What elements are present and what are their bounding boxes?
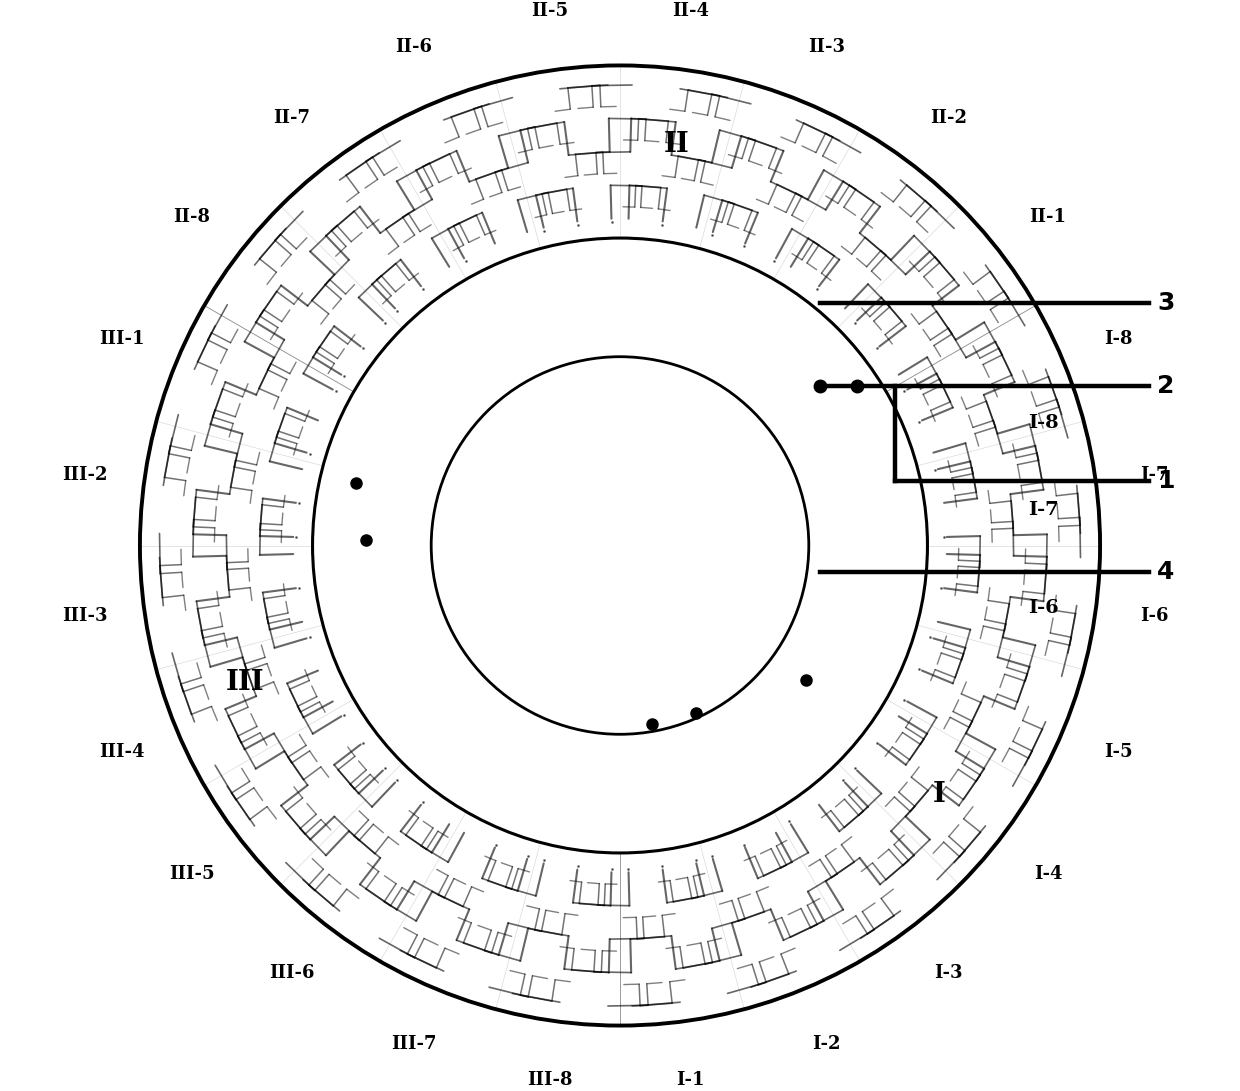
- Text: I-2: I-2: [812, 1035, 841, 1053]
- Text: II-7: II-7: [273, 109, 310, 127]
- Text: II-6: II-6: [396, 38, 432, 56]
- Text: I-8: I-8: [1028, 413, 1059, 432]
- Text: I-7: I-7: [1028, 502, 1059, 519]
- Text: I-3: I-3: [934, 964, 962, 982]
- Text: I-6: I-6: [1141, 607, 1169, 625]
- Text: II-8: II-8: [174, 208, 211, 226]
- Text: I-8: I-8: [1104, 331, 1132, 348]
- Text: 1: 1: [1157, 469, 1174, 493]
- Text: I: I: [932, 781, 945, 808]
- Text: III-2: III-2: [62, 466, 108, 484]
- Text: I-1: I-1: [676, 1071, 704, 1089]
- Text: II: II: [663, 131, 689, 158]
- Text: III-6: III-6: [269, 964, 315, 982]
- Text: III-7: III-7: [391, 1035, 436, 1053]
- Text: 2: 2: [1157, 374, 1174, 398]
- Text: I-7: I-7: [1141, 466, 1169, 484]
- Text: II-1: II-1: [1029, 208, 1066, 226]
- Text: III-5: III-5: [169, 865, 215, 883]
- Text: II-4: II-4: [672, 2, 709, 20]
- Text: II-3: II-3: [808, 38, 844, 56]
- Text: I-4: I-4: [1034, 865, 1063, 883]
- Text: III-1: III-1: [99, 331, 144, 348]
- Text: II-2: II-2: [930, 109, 967, 127]
- Text: I-5: I-5: [1104, 743, 1132, 760]
- Text: III: III: [226, 669, 264, 696]
- Text: III-3: III-3: [62, 607, 108, 625]
- Text: 4: 4: [1157, 561, 1174, 585]
- Text: III-4: III-4: [99, 743, 144, 760]
- Text: II-5: II-5: [531, 2, 568, 20]
- Text: 3: 3: [1157, 291, 1174, 315]
- Text: I-6: I-6: [1028, 599, 1059, 618]
- Text: III-8: III-8: [527, 1071, 573, 1089]
